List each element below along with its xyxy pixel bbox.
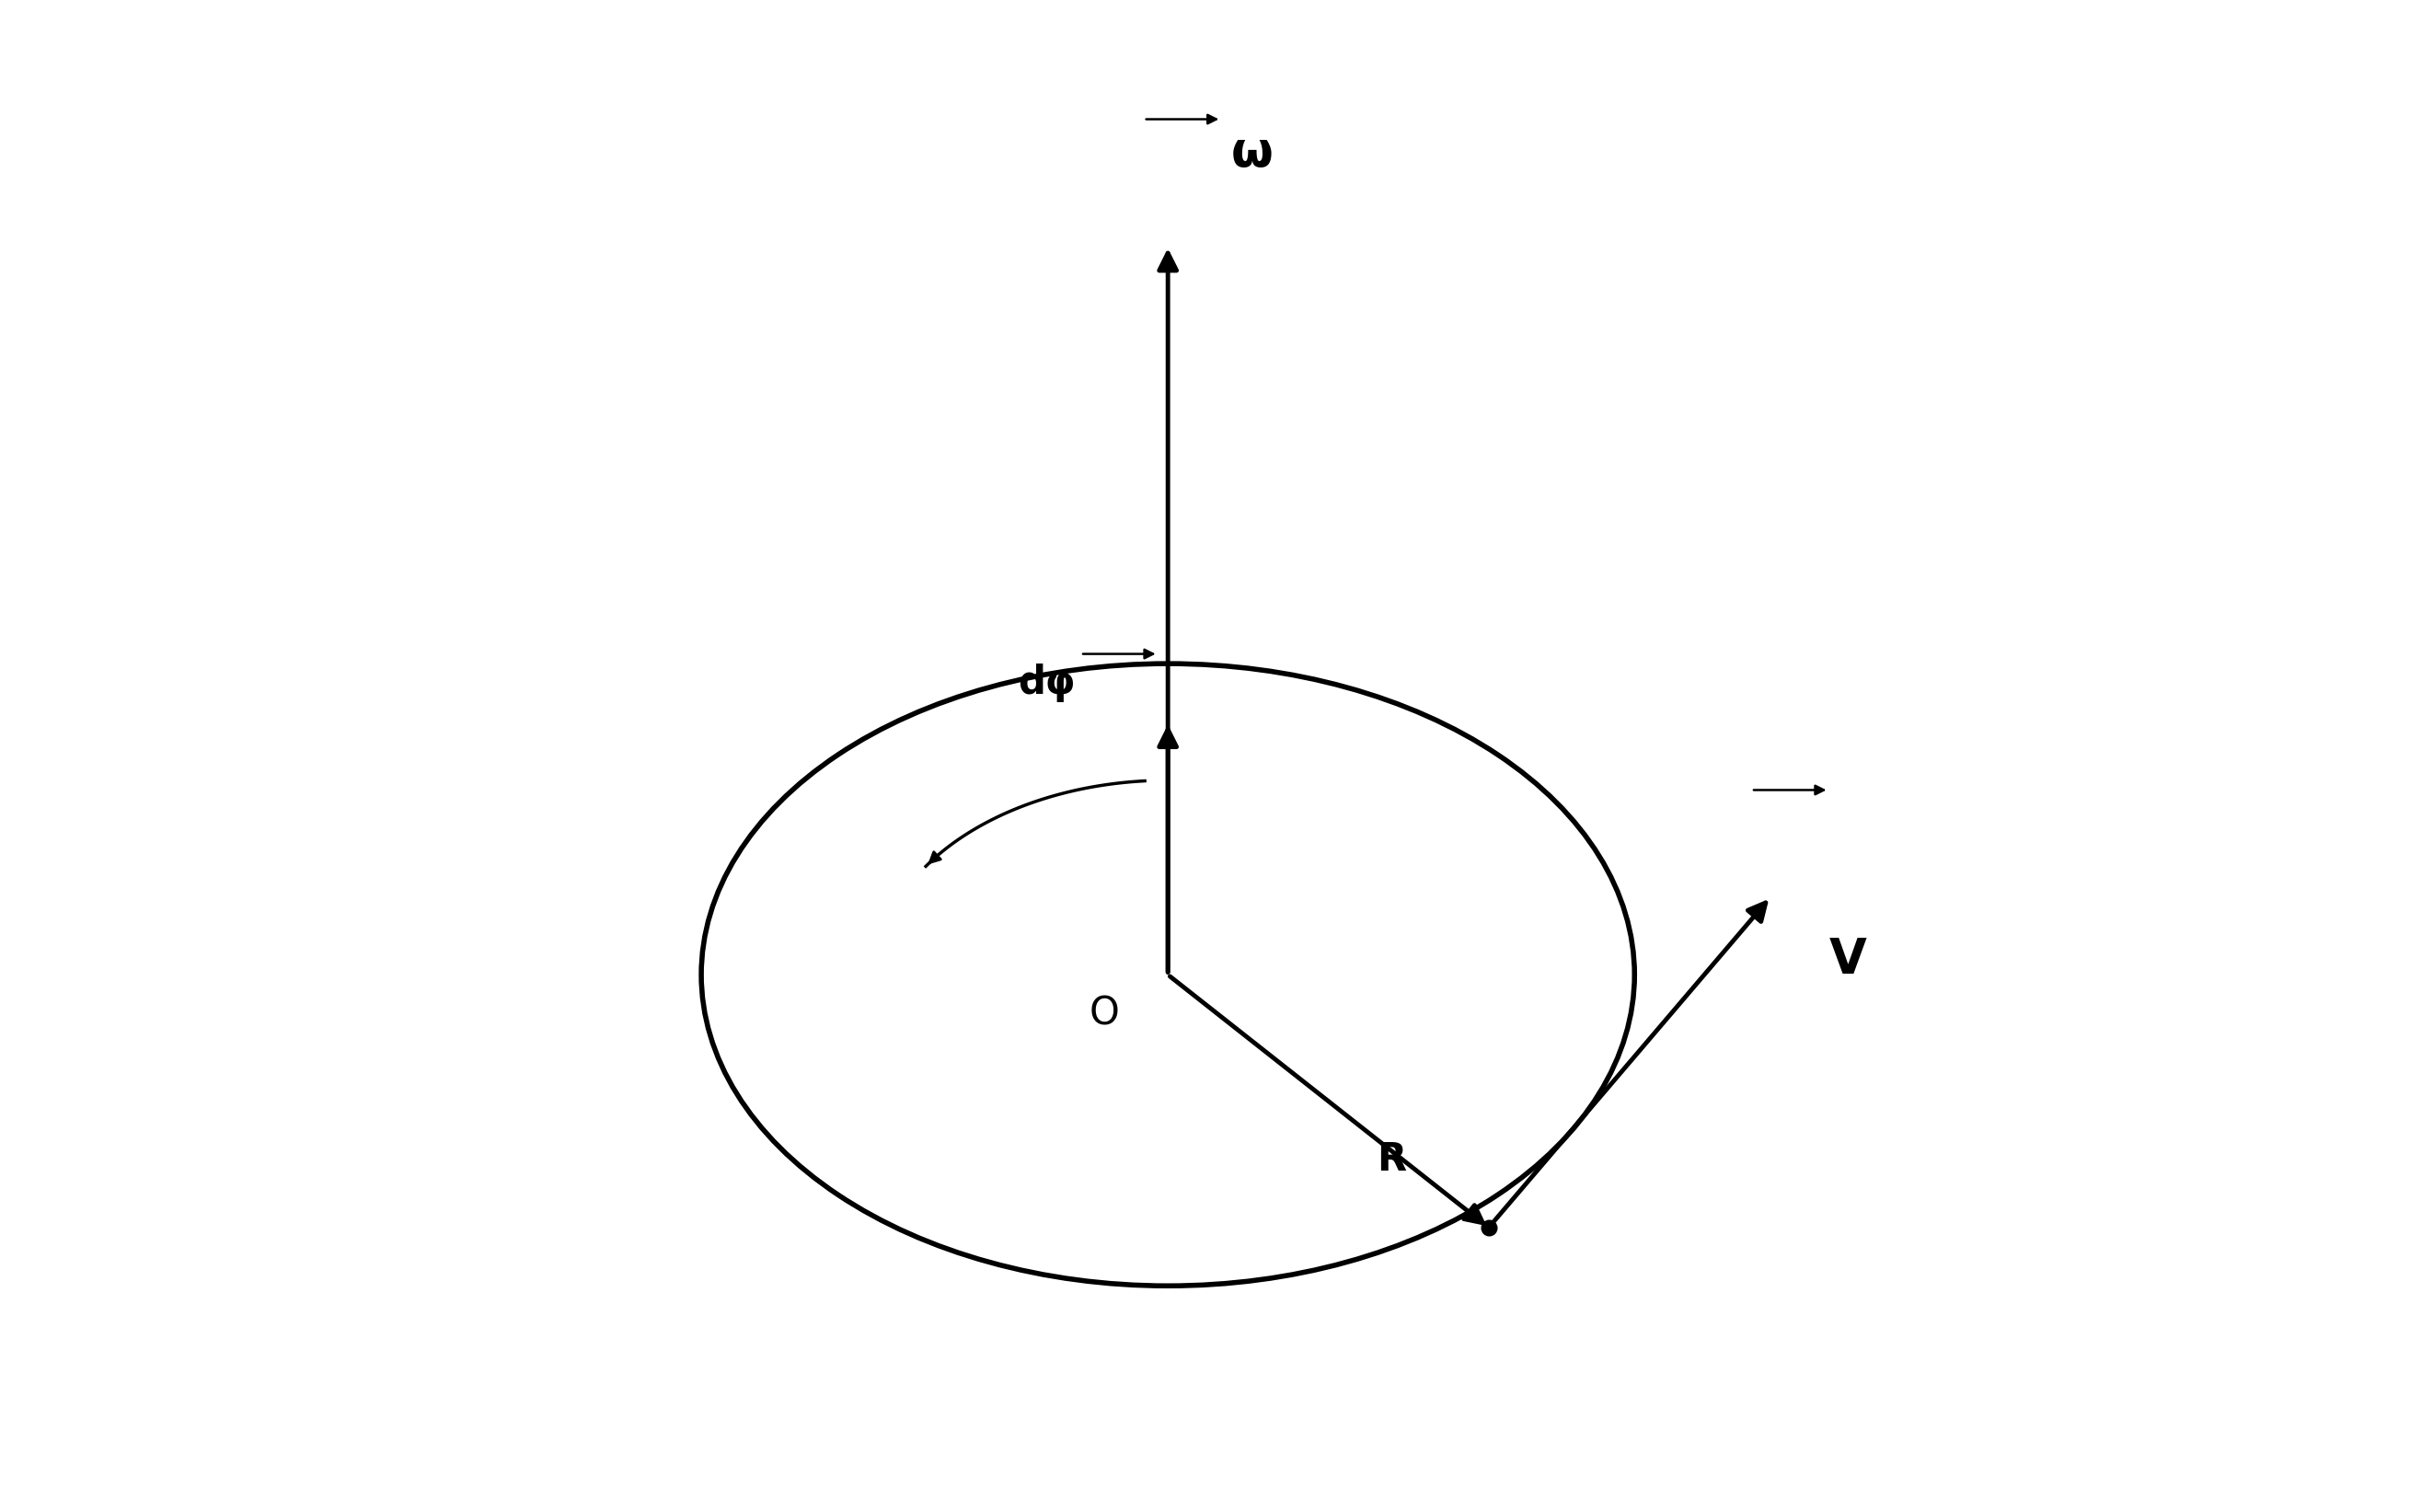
Text: R: R bbox=[1377, 1140, 1406, 1179]
Text: O: O bbox=[1090, 995, 1119, 1033]
Text: dφ: dφ bbox=[1017, 664, 1075, 702]
Text: ω: ω bbox=[1231, 129, 1272, 177]
Text: V: V bbox=[1830, 936, 1866, 984]
